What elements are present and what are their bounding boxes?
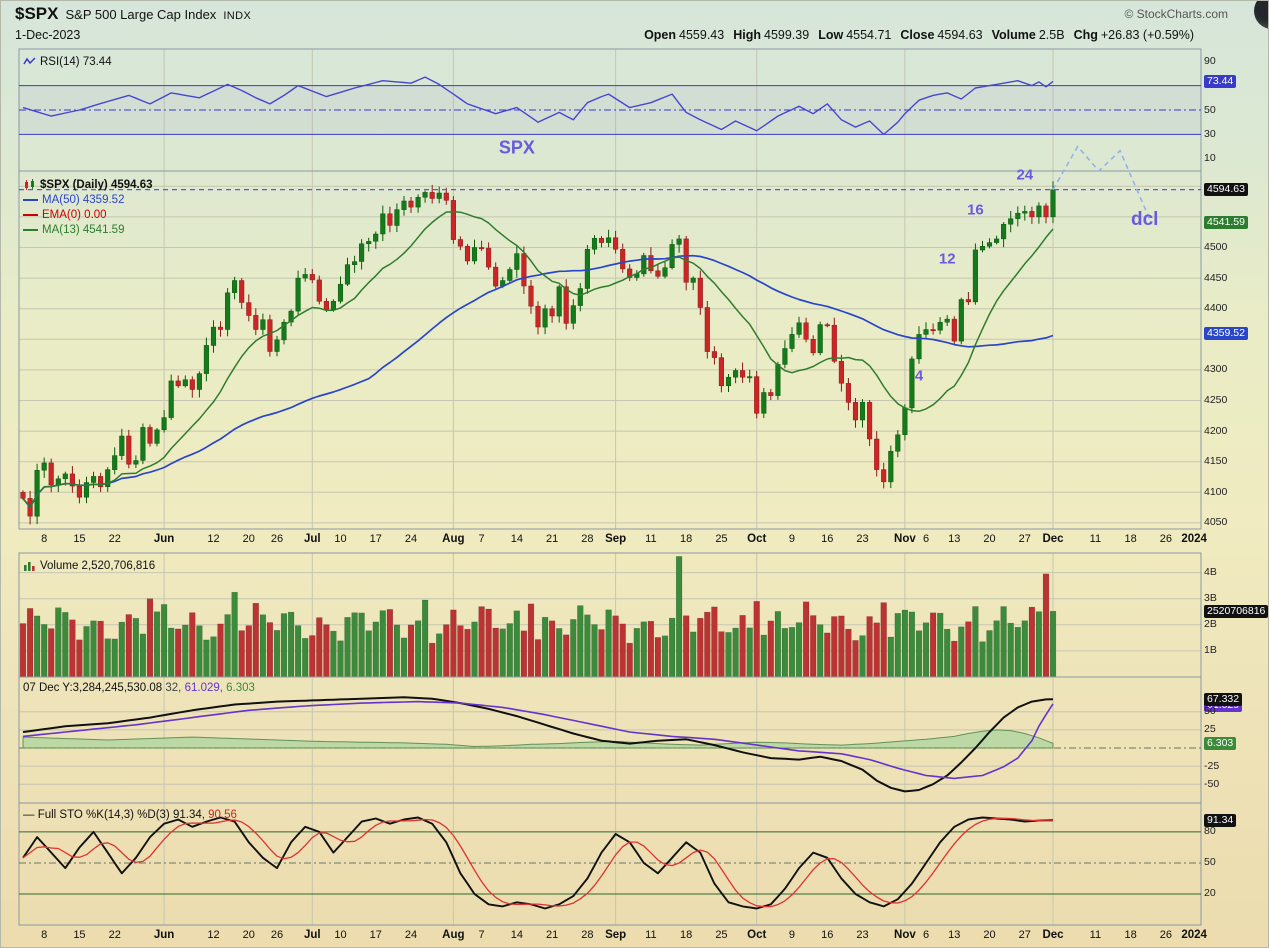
quote-high: High 4599.39 xyxy=(733,28,809,42)
quote-chg-value: +26.83 (+0.59%) xyxy=(1100,28,1194,42)
quote-volume-label: Volume xyxy=(991,28,1036,42)
rsi-panel-graphics xyxy=(18,48,1202,172)
copyright: © StockCharts.com xyxy=(1124,7,1228,21)
exchange-label: INDX xyxy=(223,10,252,22)
quote-close: Close 4594.63 xyxy=(900,28,982,42)
index-name: S&P 500 Large Cap Index xyxy=(65,7,217,22)
symbol: $SPX xyxy=(15,4,59,23)
ma50-legend: MA(50) 4359.52 xyxy=(42,193,125,206)
volume-legend: Volume 2,520,706,816 xyxy=(23,558,155,573)
ohlc-strip: Open 4559.43 High 4599.39 Low 4554.71 Close… xyxy=(644,28,1194,42)
quote-close-label: Close xyxy=(900,28,935,42)
header: $SPX S&P 500 Large Cap Index INDX © StockC… xyxy=(15,4,1254,26)
price-panel-graphics xyxy=(18,145,1202,530)
quote-open-label: Open xyxy=(644,28,677,42)
price-legend-title: $SPX (Daily) 4594.63 xyxy=(40,178,153,191)
volume-bars-icon xyxy=(24,562,35,571)
sto-legend-part-1: 90.56 xyxy=(208,809,237,821)
price-legend-title-row: $SPX (Daily) 4594.63 xyxy=(23,177,153,192)
quote-low-value: 4554.71 xyxy=(846,28,892,42)
quote-volume: Volume 2.5B xyxy=(992,28,1065,42)
quote-open: Open 4559.43 xyxy=(644,28,724,42)
volume-legend-text: Volume 2,520,706,816 xyxy=(40,559,156,572)
quote-volume-value: 2.5B xyxy=(1038,28,1065,42)
quote-chg-label: Chg xyxy=(1073,28,1098,42)
pmo-panel-graphics xyxy=(18,676,1202,804)
ma50-line-icon xyxy=(23,198,38,201)
price-ma-legend-1: EMA(0) 0.00 xyxy=(23,207,153,222)
quote-row: 1-Dec-2023 Open 4559.43 High 4599.39 Low 45… xyxy=(15,28,1254,45)
quote-open-value: 4559.43 xyxy=(679,28,725,42)
rsi-legend: RSI(14) 73.44 xyxy=(23,54,112,69)
chart-date: 1-Dec-2023 xyxy=(15,28,81,42)
pmo-legend-part-3: 6.303 xyxy=(226,682,255,694)
pmo-legend-part-2: 61.029, xyxy=(184,682,227,694)
quote-low: Low 4554.71 xyxy=(818,28,891,42)
price-ma-legend-2: MA(13) 4541.59 xyxy=(23,222,153,237)
pmo-legend: 07 Dec Y:3,284,245,530.08 32, 61.029, 6.… xyxy=(23,682,255,694)
quote-high-label: High xyxy=(733,28,761,42)
price-legend: $SPX (Daily) 4594.63 MA(50) 4359.52 EMA(… xyxy=(23,177,153,237)
pmo-legend-part-0: 07 Dec Y:3,284,245,530.08 xyxy=(23,682,163,694)
ma13-line-icon xyxy=(23,228,38,231)
quote-chg: Chg +26.83 (+0.59%) xyxy=(1074,28,1194,42)
candlestick-icon xyxy=(25,178,34,190)
price-ma-legend-0: MA(50) 4359.52 xyxy=(23,192,153,207)
ema0-line-icon xyxy=(23,213,38,216)
quote-close-value: 4594.63 xyxy=(937,28,983,42)
rsi-icon xyxy=(23,57,36,65)
corner-button[interactable] xyxy=(1254,1,1268,29)
rsi-legend-text: RSI(14) 73.44 xyxy=(40,55,112,68)
pmo-legend-part-1: 32, xyxy=(165,682,185,694)
ema0-legend: EMA(0) 0.00 xyxy=(42,208,107,221)
volume-panel-graphics xyxy=(18,552,1202,678)
quote-high-value: 4599.39 xyxy=(764,28,810,42)
sto-legend-part-0: — Full STO %K(14,3) %D(3) 91.34, xyxy=(23,809,209,821)
ma13-legend: MA(13) 4541.59 xyxy=(42,223,125,236)
sto-panel-graphics xyxy=(18,802,1202,926)
sto-legend: — Full STO %K(14,3) %D(3) 91.34, 90.56 xyxy=(23,809,237,821)
quote-low-label: Low xyxy=(818,28,844,42)
